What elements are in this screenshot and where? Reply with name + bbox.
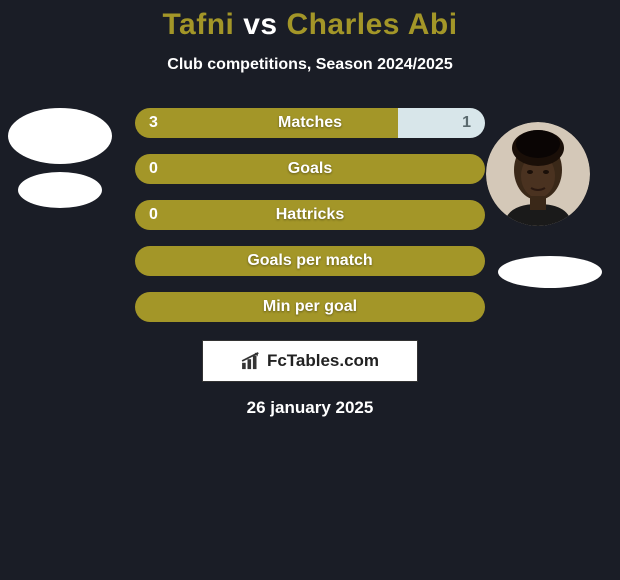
player2-shadow xyxy=(498,256,602,288)
fctables-logo: FcTables.com xyxy=(202,340,418,382)
stat-label: Goals per match xyxy=(135,246,485,276)
stat-value-left: 0 xyxy=(149,200,158,230)
page-title: Tafni vs Charles Abi xyxy=(0,8,620,42)
subtitle: Club competitions, Season 2024/2025 xyxy=(0,56,620,74)
player1-shadow xyxy=(18,172,102,208)
stat-value-left: 3 xyxy=(149,108,158,138)
player2-avatar xyxy=(486,122,590,226)
stats-bars: Matches31Goals0Hattricks0Goals per match… xyxy=(135,108,485,322)
stat-label: Goals xyxy=(135,154,485,184)
stat-bar: Matches3 1 xyxy=(135,108,485,138)
chart-icon xyxy=(241,352,263,370)
stat-bar: Hattricks0 xyxy=(135,200,485,230)
stat-bar: Min per goal xyxy=(135,292,485,322)
player1-name: Tafni xyxy=(162,8,234,41)
stat-label: Min per goal xyxy=(135,292,485,322)
stat-bar: Goals0 xyxy=(135,154,485,184)
logo-text: FcTables.com xyxy=(267,351,379,371)
stat-label: Matches xyxy=(135,108,485,138)
player1-avatar xyxy=(8,108,112,164)
vs-label: vs xyxy=(243,8,277,41)
player2-name: Charles Abi xyxy=(286,8,457,41)
stat-bar: Goals per match xyxy=(135,246,485,276)
stat-value-right: 1 xyxy=(462,108,471,138)
date-label: 26 january 2025 xyxy=(0,398,620,418)
stat-label: Hattricks xyxy=(135,200,485,230)
stat-value-left: 0 xyxy=(149,154,158,184)
